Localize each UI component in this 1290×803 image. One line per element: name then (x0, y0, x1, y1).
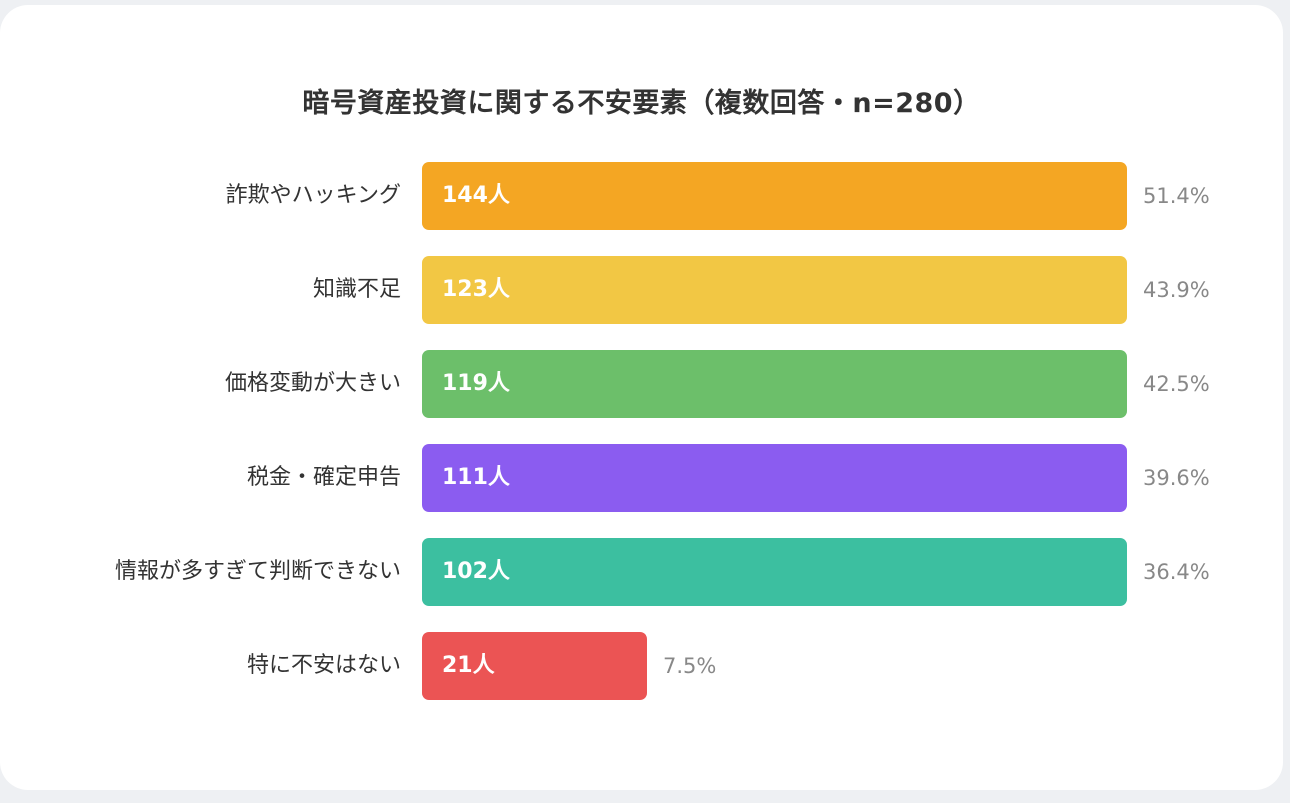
category-label: 価格変動が大きい (224, 371, 401, 396)
category-label: 情報が多すぎて判断できない (114, 559, 401, 584)
bar-count-label: 21人 (442, 653, 495, 678)
category-label: 知識不足 (312, 277, 401, 302)
bar: 144人 (422, 162, 1127, 230)
percentage-label: 51.4% (1143, 184, 1210, 208)
bar: 123人 (422, 256, 1127, 324)
chart-row: 価格変動が大きい 119人 42.5% (0, 350, 1283, 418)
bar-count-label: 119人 (442, 371, 510, 396)
chart-row: 情報が多すぎて判断できない 102人 36.4% (0, 538, 1283, 606)
bar: 111人 (422, 444, 1127, 512)
percentage-label: 43.9% (1143, 278, 1210, 302)
percentage-label: 42.5% (1143, 372, 1210, 396)
chart-row: 詐欺やハッキング 144人 51.4% (0, 162, 1283, 230)
chart-card: 暗号資産投資に関する不安要素（複数回答・n=280） 詐欺やハッキング 144人 5… (0, 5, 1283, 790)
bar: 102人 (422, 538, 1127, 606)
chart-row: 特に不安はない 21人 7.5% (0, 632, 1283, 700)
percentage-label: 7.5% (663, 654, 717, 678)
category-label: 税金・確定申告 (246, 465, 401, 490)
chart-row: 税金・確定申告 111人 39.6% (0, 444, 1283, 512)
bar-count-label: 102人 (442, 559, 510, 584)
percentage-label: 36.4% (1143, 560, 1210, 584)
bar-count-label: 111人 (442, 465, 510, 490)
category-label: 詐欺やハッキング (225, 183, 401, 208)
bar-count-label: 123人 (442, 277, 510, 302)
category-label: 特に不安はない (246, 653, 401, 678)
chart-title: 暗号資産投資に関する不安要素（複数回答・n=280） (302, 88, 981, 119)
bar: 119人 (422, 350, 1127, 418)
bar-count-label: 144人 (442, 183, 510, 208)
chart-row: 知識不足 123人 43.9% (0, 256, 1283, 324)
percentage-label: 39.6% (1143, 466, 1210, 490)
bar: 21人 (422, 632, 647, 700)
